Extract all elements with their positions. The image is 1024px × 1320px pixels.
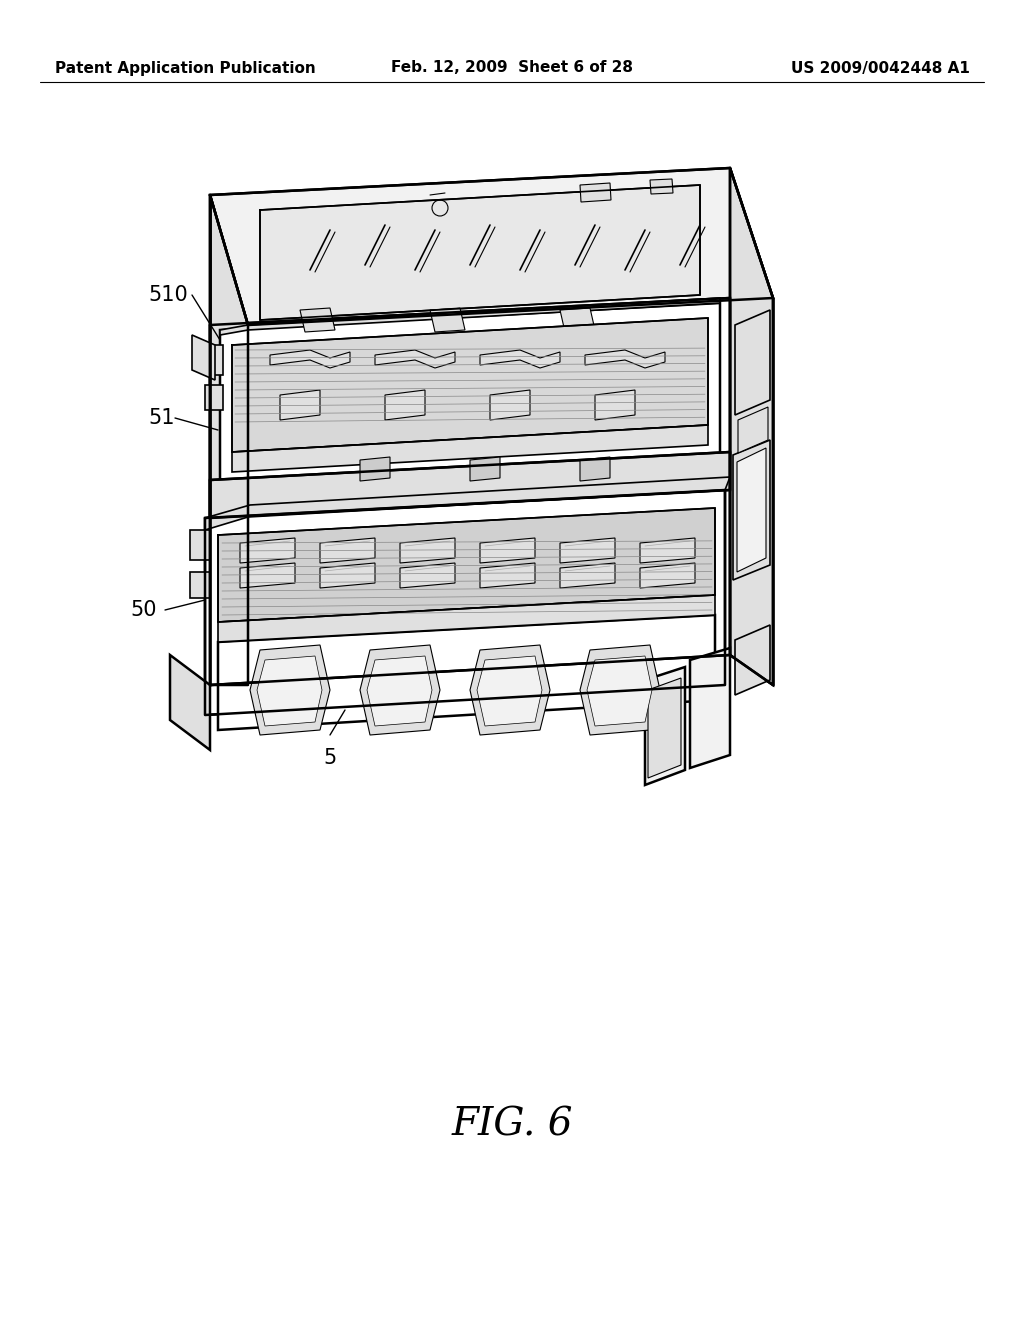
Polygon shape xyxy=(470,457,500,480)
Polygon shape xyxy=(375,350,455,368)
Polygon shape xyxy=(260,185,700,319)
Polygon shape xyxy=(205,345,223,375)
Text: 510: 510 xyxy=(148,285,187,305)
Polygon shape xyxy=(587,656,652,726)
Polygon shape xyxy=(650,180,673,194)
Polygon shape xyxy=(220,298,720,335)
Polygon shape xyxy=(735,310,770,414)
Polygon shape xyxy=(319,539,375,564)
Text: 5: 5 xyxy=(324,748,337,768)
Text: US 2009/0042448 A1: US 2009/0042448 A1 xyxy=(792,61,970,75)
Polygon shape xyxy=(360,645,440,735)
Polygon shape xyxy=(480,564,535,587)
Polygon shape xyxy=(648,678,681,777)
Polygon shape xyxy=(490,389,530,420)
Polygon shape xyxy=(580,183,611,202)
Polygon shape xyxy=(400,564,455,587)
Polygon shape xyxy=(735,624,770,696)
Polygon shape xyxy=(430,308,465,333)
Polygon shape xyxy=(360,457,390,480)
Polygon shape xyxy=(218,595,715,642)
Polygon shape xyxy=(210,195,248,685)
Polygon shape xyxy=(218,615,715,730)
Polygon shape xyxy=(733,440,770,579)
Polygon shape xyxy=(738,407,768,453)
Polygon shape xyxy=(205,477,730,531)
Polygon shape xyxy=(585,350,665,368)
Polygon shape xyxy=(232,425,708,473)
Polygon shape xyxy=(640,539,695,564)
Polygon shape xyxy=(560,539,615,564)
Polygon shape xyxy=(210,168,773,325)
Polygon shape xyxy=(700,648,730,711)
Polygon shape xyxy=(477,656,542,726)
Polygon shape xyxy=(210,298,730,685)
Polygon shape xyxy=(300,308,335,333)
Polygon shape xyxy=(580,457,610,480)
Polygon shape xyxy=(400,539,455,564)
Text: Patent Application Publication: Patent Application Publication xyxy=(55,61,315,75)
Text: Feb. 12, 2009  Sheet 6 of 28: Feb. 12, 2009 Sheet 6 of 28 xyxy=(391,61,633,75)
Polygon shape xyxy=(220,304,720,517)
Polygon shape xyxy=(270,350,350,368)
Polygon shape xyxy=(730,168,773,685)
Polygon shape xyxy=(470,645,550,735)
Polygon shape xyxy=(250,645,330,735)
Polygon shape xyxy=(737,447,766,572)
Text: 50: 50 xyxy=(130,601,157,620)
Polygon shape xyxy=(640,564,695,587)
Polygon shape xyxy=(240,539,295,564)
Polygon shape xyxy=(560,308,595,333)
Polygon shape xyxy=(480,350,560,368)
Polygon shape xyxy=(280,389,319,420)
Polygon shape xyxy=(595,389,635,420)
Polygon shape xyxy=(645,667,685,785)
Polygon shape xyxy=(690,648,730,768)
Polygon shape xyxy=(560,564,615,587)
Polygon shape xyxy=(240,564,295,587)
Polygon shape xyxy=(480,539,535,564)
Polygon shape xyxy=(319,564,375,587)
Polygon shape xyxy=(232,318,708,451)
Polygon shape xyxy=(190,572,210,598)
Polygon shape xyxy=(257,656,322,726)
Polygon shape xyxy=(218,508,715,622)
Text: FIG. 6: FIG. 6 xyxy=(452,1106,572,1143)
Polygon shape xyxy=(580,645,660,735)
Polygon shape xyxy=(205,385,223,411)
Polygon shape xyxy=(367,656,432,726)
Polygon shape xyxy=(170,655,210,750)
Polygon shape xyxy=(193,335,215,380)
Polygon shape xyxy=(190,531,210,560)
Polygon shape xyxy=(210,451,730,517)
Polygon shape xyxy=(205,490,725,715)
Polygon shape xyxy=(385,389,425,420)
Text: 51: 51 xyxy=(148,408,174,428)
